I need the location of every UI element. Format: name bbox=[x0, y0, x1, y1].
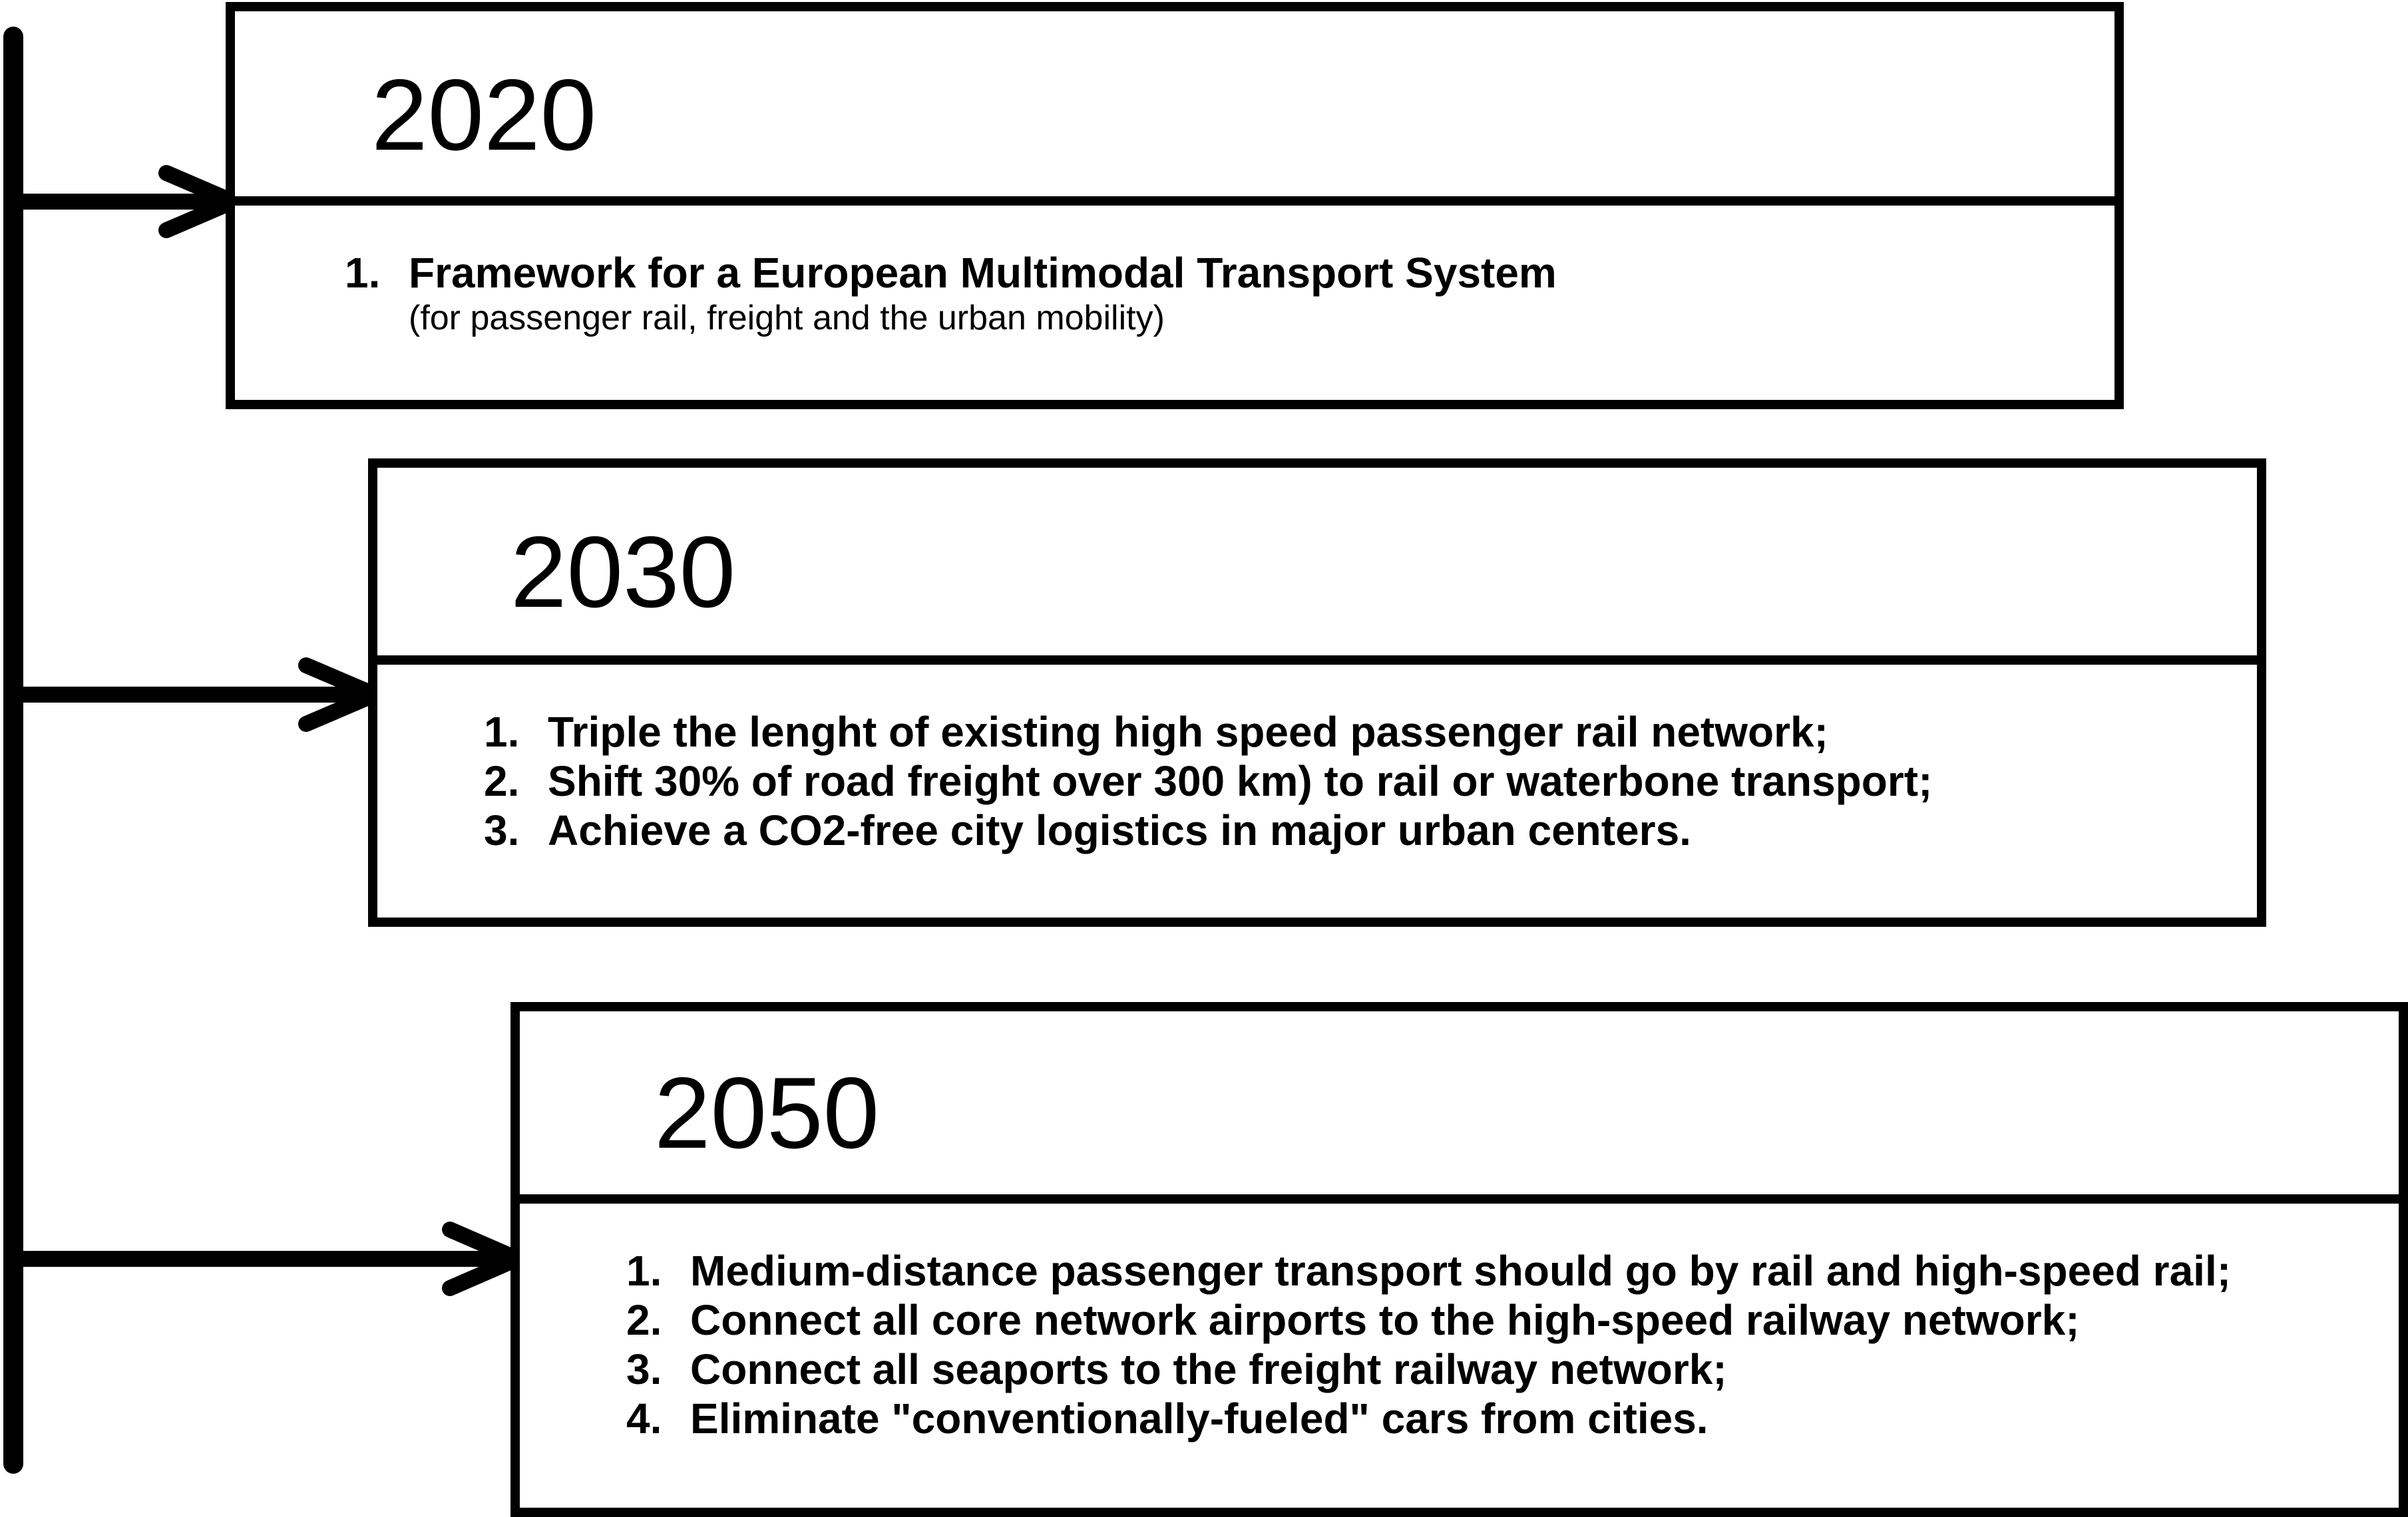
goal-number: 2. bbox=[484, 757, 520, 805]
goal-text: Medium-distance passenger transport shou… bbox=[690, 1247, 2232, 1295]
goal-text: Achieve a CO2-free city logistics in maj… bbox=[548, 806, 1691, 854]
goal-number: 1. bbox=[626, 1247, 662, 1295]
goal-number: 4. bbox=[626, 1395, 662, 1442]
milestone-year: 2050 bbox=[654, 1057, 880, 1170]
goal-number: 3. bbox=[484, 806, 520, 854]
goal-item: 2. Connect all core network airports to … bbox=[626, 1295, 2231, 1345]
goal-number: 3. bbox=[626, 1345, 662, 1393]
milestone-2050-header: 2050 bbox=[520, 1011, 2399, 1204]
milestone-2030-header: 2030 bbox=[377, 468, 2257, 665]
goal-text: Framework for a European Multimodal Tran… bbox=[409, 249, 1557, 297]
goal-item: 3. Achieve a CO2-free city logistics in … bbox=[484, 806, 1932, 855]
goal-item: 1. Medium-distance passenger transport s… bbox=[626, 1246, 2231, 1295]
goal-item: 4. Eliminate "conventionally-fueled" car… bbox=[626, 1394, 2231, 1443]
milestone-2020-goals: 1. Framework for a European Multimodal T… bbox=[345, 248, 1557, 339]
goal-item: 2. Shift 30% of road freight over 300 km… bbox=[484, 757, 1932, 806]
goal-number: 1. bbox=[484, 708, 520, 756]
goal-number: 2. bbox=[626, 1296, 662, 1344]
milestone-2020-header: 2020 bbox=[235, 11, 2114, 206]
goal-text: Shift 30% of road freight over 300 km) t… bbox=[548, 757, 1933, 805]
goal-item: 1. Framework for a European Multimodal T… bbox=[345, 248, 1557, 297]
goal-text: Connect all seaports to the freight rail… bbox=[690, 1345, 1727, 1393]
milestone-2050-box: 2050 1. Medium-distance passenger transp… bbox=[510, 1002, 2408, 1517]
goal-item: 3. Connect all seaports to the freight r… bbox=[626, 1345, 2231, 1394]
goal-note: (for passenger rail, freight and the urb… bbox=[409, 299, 1165, 337]
milestone-year: 2030 bbox=[510, 516, 736, 629]
milestone-2030-goals: 1. Triple the lenght of existing high sp… bbox=[484, 707, 1932, 855]
milestone-2020-box: 2020 1. Framework for a European Multimo… bbox=[226, 2, 2124, 409]
milestone-year: 2020 bbox=[371, 59, 597, 172]
goal-text: Connect all core network airports to the… bbox=[690, 1296, 2080, 1344]
goal-text: Triple the lenght of existing high speed… bbox=[548, 708, 1828, 756]
goal-item: 1. Triple the lenght of existing high sp… bbox=[484, 707, 1932, 757]
milestone-2050-goals: 1. Medium-distance passenger transport s… bbox=[626, 1246, 2231, 1443]
milestone-2030-box: 2030 1. Triple the lenght of existing hi… bbox=[368, 458, 2266, 927]
goal-text: Eliminate "conventionally-fueled" cars f… bbox=[690, 1395, 1708, 1442]
goal-number: 1. bbox=[345, 249, 381, 297]
